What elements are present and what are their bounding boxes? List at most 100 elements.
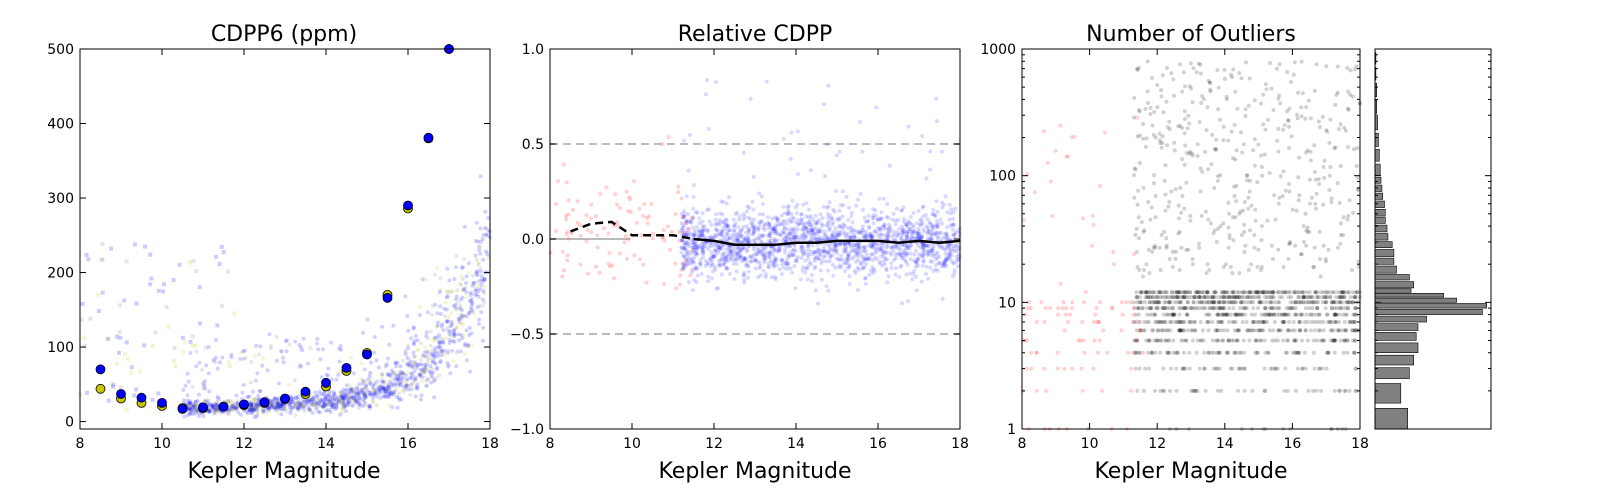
background-point	[227, 407, 232, 412]
relative-point	[697, 228, 701, 233]
background-point	[332, 405, 337, 410]
background-point	[399, 376, 404, 380]
outlier-point	[1137, 350, 1142, 355]
outlier-point	[1159, 145, 1164, 150]
background-point	[432, 395, 437, 400]
bright-outlier-point	[1042, 366, 1047, 371]
outlier-point	[1318, 257, 1322, 261]
background-point	[261, 410, 266, 415]
background-point	[356, 391, 361, 396]
relative-point	[861, 265, 866, 270]
bright-star-point	[682, 262, 687, 267]
background-point	[436, 354, 441, 359]
background-point	[459, 333, 464, 338]
bright-star-point	[676, 184, 681, 189]
background-point	[275, 398, 280, 403]
outlier-point	[1268, 300, 1273, 305]
background-point	[412, 338, 417, 343]
relative-point	[773, 277, 778, 282]
outlier-point	[1335, 245, 1340, 250]
relative-point	[774, 230, 779, 235]
relative-point	[738, 228, 743, 233]
background-point	[371, 389, 376, 394]
outlier-point	[1344, 312, 1349, 317]
outlier-point	[1219, 388, 1224, 393]
outlier-point	[1172, 320, 1177, 324]
cdpp6-background-points	[78, 174, 492, 419]
background-point	[398, 383, 403, 388]
background-point	[343, 388, 348, 393]
relative-point	[720, 254, 725, 259]
relative-point	[837, 231, 842, 236]
background-point	[438, 345, 443, 350]
background-point	[423, 362, 427, 367]
outlier-point	[1136, 312, 1141, 317]
relative-point	[807, 219, 812, 224]
outlier-point	[1307, 300, 1312, 305]
background-point	[292, 378, 297, 383]
background-point	[197, 360, 202, 365]
background-point	[337, 399, 341, 403]
relative-point	[916, 209, 921, 213]
background-point	[215, 407, 220, 412]
outlier-point	[1200, 94, 1205, 99]
outlier-point	[1288, 300, 1293, 305]
relative-point	[691, 183, 696, 188]
outlier-point	[1255, 180, 1260, 185]
background-point	[438, 312, 443, 316]
blue-median-point	[382, 292, 393, 303]
relative-point	[926, 276, 930, 281]
relative-point	[896, 218, 901, 222]
background-point	[474, 257, 479, 262]
background-point	[334, 402, 339, 407]
outlier-point	[1326, 320, 1330, 324]
background-point	[482, 277, 487, 282]
background-point	[429, 380, 434, 385]
outlier-point	[1144, 290, 1149, 295]
relative-point	[795, 202, 800, 207]
outlier-point	[1314, 191, 1319, 196]
background-square	[122, 298, 127, 303]
outlier-point	[1259, 238, 1264, 243]
relative-point	[860, 224, 865, 229]
bright-star-point	[565, 253, 570, 258]
background-point	[453, 297, 458, 302]
outlier-point	[1303, 328, 1308, 333]
outlier-point	[1276, 126, 1281, 131]
relative-point	[838, 263, 843, 268]
background-point	[340, 406, 345, 411]
relative-point	[867, 224, 872, 229]
background-point	[254, 343, 258, 348]
background-point	[459, 322, 464, 327]
relative-point	[871, 213, 876, 218]
background-point	[481, 279, 486, 284]
outlier-point	[1158, 350, 1163, 355]
background-point	[450, 322, 455, 327]
outlier-point	[1150, 249, 1154, 254]
background-point	[270, 399, 275, 404]
background-point	[441, 340, 446, 345]
relative-point	[841, 222, 846, 227]
background-point	[455, 349, 460, 353]
background-point	[355, 391, 360, 396]
outlier-point	[1188, 306, 1193, 311]
background-point	[337, 359, 342, 364]
background-square	[117, 330, 122, 335]
background-point	[395, 377, 400, 382]
background-point	[204, 363, 209, 368]
background-point	[476, 239, 481, 244]
background-point	[210, 403, 214, 408]
relative-point	[873, 255, 878, 260]
outlier-point	[1324, 64, 1329, 69]
background-point	[386, 391, 391, 396]
outlier-point	[1236, 366, 1241, 371]
background-point	[409, 387, 414, 392]
background-point	[232, 405, 236, 410]
background-point	[376, 385, 381, 390]
outlier-point	[1179, 210, 1184, 215]
background-square	[148, 282, 152, 287]
bright-star-point	[628, 210, 633, 214]
outlier-point	[1148, 106, 1153, 110]
background-square	[84, 253, 89, 257]
relative-point	[925, 217, 930, 222]
